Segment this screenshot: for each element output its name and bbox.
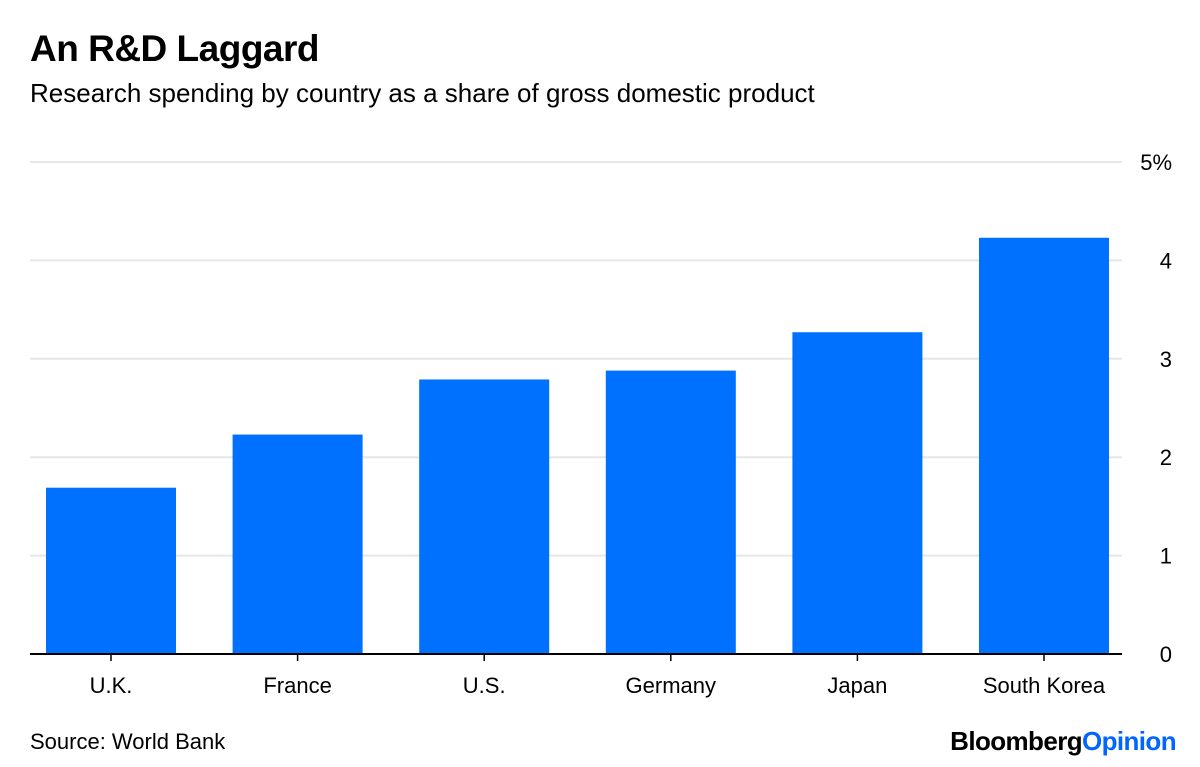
bar	[232, 434, 363, 654]
x-tick-label: U.S.	[463, 673, 506, 698]
x-tick-label: South Korea	[983, 673, 1106, 698]
bar	[979, 237, 1109, 654]
brand-logo: BloombergOpinion	[950, 726, 1176, 757]
y-tick-label: 0	[1160, 642, 1172, 667]
y-tick-label: 5%	[1140, 150, 1172, 175]
y-tick-label: 4	[1160, 248, 1172, 273]
y-tick-label: 1	[1160, 544, 1172, 569]
x-tick-label: Germany	[626, 673, 716, 698]
bar	[605, 370, 736, 654]
bar	[46, 487, 176, 654]
y-tick-label: 3	[1160, 347, 1172, 372]
chart-subtitle: Research spending by country as a share …	[30, 78, 815, 108]
brand-logo-part1: Bloomberg	[950, 726, 1082, 756]
source-note: Source: World Bank	[30, 729, 226, 754]
x-tick-label: Japan	[827, 673, 887, 698]
brand-logo-part2: Opinion	[1082, 726, 1177, 756]
chart-title: An R&D Laggard	[30, 28, 320, 69]
x-tick-label: France	[263, 673, 331, 698]
bar	[419, 379, 550, 654]
x-tick-label: U.K.	[90, 673, 133, 698]
y-tick-label: 2	[1160, 445, 1172, 470]
bar	[792, 332, 923, 654]
